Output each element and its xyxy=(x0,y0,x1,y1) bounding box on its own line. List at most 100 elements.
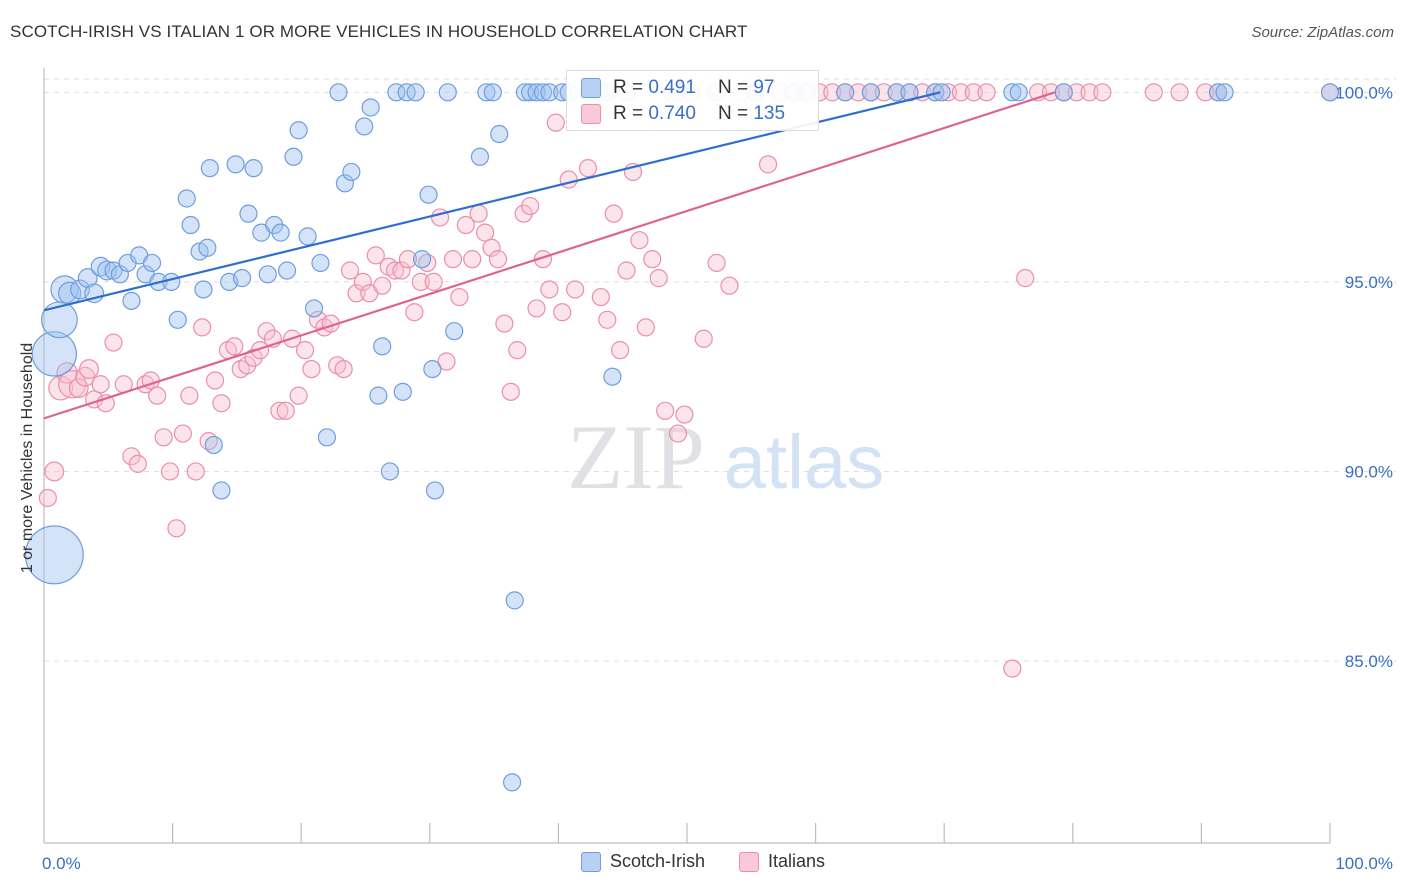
legend-item-italians[interactable]: Italians xyxy=(738,851,825,872)
scotch-irish-point[interactable] xyxy=(603,367,622,386)
italians-point[interactable] xyxy=(514,204,533,223)
italians-point[interactable] xyxy=(527,299,546,318)
scotch-irish-point[interactable] xyxy=(355,117,374,136)
scotch-irish-point[interactable] xyxy=(198,238,217,257)
scotch-irish-point[interactable] xyxy=(194,280,213,299)
scotch-irish-point[interactable] xyxy=(887,83,906,102)
italians-point[interactable] xyxy=(495,314,514,333)
italians-point[interactable] xyxy=(167,519,186,538)
scotch-irish-point[interactable] xyxy=(317,428,337,447)
scotch-irish-point[interactable] xyxy=(244,159,263,178)
scotch-irish-point[interactable] xyxy=(200,159,219,178)
italians-point[interactable] xyxy=(630,231,649,250)
italians-point[interactable] xyxy=(250,341,270,360)
italians-point[interactable] xyxy=(450,287,469,307)
scotch-irish-point[interactable] xyxy=(527,83,546,102)
scotch-irish-point[interactable] xyxy=(335,174,355,193)
italians-point[interactable] xyxy=(38,488,57,508)
scotch-irish-point[interactable] xyxy=(373,337,392,356)
italians-point[interactable] xyxy=(91,375,110,394)
italians-point[interactable] xyxy=(977,83,996,102)
italians-point[interactable] xyxy=(508,341,527,360)
scotch-irish-point[interactable] xyxy=(289,121,308,140)
italians-point[interactable] xyxy=(193,318,212,337)
scotch-irish-point[interactable] xyxy=(1054,83,1073,102)
italians-point[interactable] xyxy=(1144,83,1163,102)
italians-point[interactable] xyxy=(1093,83,1112,102)
italians-point[interactable] xyxy=(559,170,578,189)
scotch-irish-point[interactable] xyxy=(836,83,855,102)
italians-point[interactable] xyxy=(122,447,141,466)
italians-point[interactable] xyxy=(104,333,123,352)
scotch-irish-point[interactable] xyxy=(926,83,945,102)
scotch-irish-point[interactable] xyxy=(142,253,162,273)
italians-point[interactable] xyxy=(501,382,520,401)
italians-point[interactable] xyxy=(707,253,726,273)
scotch-irish-point[interactable] xyxy=(932,83,951,102)
scotch-irish-point[interactable] xyxy=(540,83,559,102)
italians-point[interactable] xyxy=(443,250,463,269)
scotch-irish-point[interactable] xyxy=(438,83,457,102)
italians-point[interactable] xyxy=(656,401,675,420)
scotch-irish-point[interactable] xyxy=(31,331,77,377)
italians-point[interactable] xyxy=(720,276,739,295)
italians-point[interactable] xyxy=(160,462,180,481)
scotch-irish-point[interactable] xyxy=(258,265,277,284)
italians-point[interactable] xyxy=(553,303,572,322)
italians-point[interactable] xyxy=(578,159,598,178)
scotch-irish-point[interactable] xyxy=(470,147,490,166)
italians-point[interactable] xyxy=(469,204,488,223)
italians-point[interactable] xyxy=(373,276,392,295)
italians-point[interactable] xyxy=(244,348,263,367)
italians-point[interactable] xyxy=(257,322,276,341)
italians-point[interactable] xyxy=(951,83,971,102)
scotch-irish-point[interactable] xyxy=(271,223,290,242)
italians-point[interactable] xyxy=(212,394,231,413)
italians-point[interactable] xyxy=(482,238,501,257)
scotch-irish-point[interactable] xyxy=(861,83,880,102)
italians-point[interactable] xyxy=(44,461,65,482)
italians-point[interactable] xyxy=(366,246,385,265)
scotch-irish-point[interactable] xyxy=(329,83,348,102)
italians-point[interactable] xyxy=(392,261,411,280)
italians-point[interactable] xyxy=(68,378,89,398)
scotch-irish-point[interactable] xyxy=(406,83,425,102)
scotch-irish-point[interactable] xyxy=(483,83,502,102)
italians-point[interactable] xyxy=(649,269,668,288)
italians-point[interactable] xyxy=(758,155,778,174)
scotch-irish-point[interactable] xyxy=(311,253,330,273)
italians-point[interactable] xyxy=(186,462,205,481)
italians-point[interactable] xyxy=(964,83,983,102)
italians-point[interactable] xyxy=(437,352,456,371)
scotch-irish-point[interactable] xyxy=(181,215,200,235)
italians-point[interactable] xyxy=(58,370,87,399)
scotch-irish-point[interactable] xyxy=(412,250,432,269)
italians-point[interactable] xyxy=(334,359,353,379)
italians-point[interactable] xyxy=(1196,83,1215,102)
scotch-irish-point[interactable] xyxy=(122,291,141,310)
italians-point[interactable] xyxy=(302,359,321,379)
scotch-irish-point[interactable] xyxy=(1009,83,1028,102)
scotch-irish-point[interactable] xyxy=(423,359,442,379)
italians-point[interactable] xyxy=(874,83,893,102)
scotch-irish-point[interactable] xyxy=(304,299,324,318)
scotch-irish-point[interactable] xyxy=(369,386,388,405)
scotch-irish-point[interactable] xyxy=(204,435,223,455)
scotch-irish-point[interactable] xyxy=(503,773,522,792)
legend-item-scotch-irish[interactable]: Scotch-Irish xyxy=(580,851,705,872)
italians-point[interactable] xyxy=(398,250,418,269)
scotch-irish-point[interactable] xyxy=(1215,83,1234,102)
italians-point[interactable] xyxy=(295,341,315,360)
italians-point[interactable] xyxy=(1016,269,1035,288)
scotch-irish-point[interactable] xyxy=(277,261,297,280)
italians-point[interactable] xyxy=(180,386,199,405)
scotch-irish-point[interactable] xyxy=(77,268,98,289)
italians-point[interactable] xyxy=(675,405,694,424)
italians-point[interactable] xyxy=(1067,83,1086,102)
italians-point[interactable] xyxy=(225,337,244,356)
scotch-irish-point[interactable] xyxy=(177,189,196,208)
italians-point[interactable] xyxy=(668,424,688,443)
italians-point[interactable] xyxy=(617,261,636,280)
scotch-irish-point[interactable] xyxy=(380,462,400,481)
scotch-irish-point[interactable] xyxy=(393,382,412,401)
